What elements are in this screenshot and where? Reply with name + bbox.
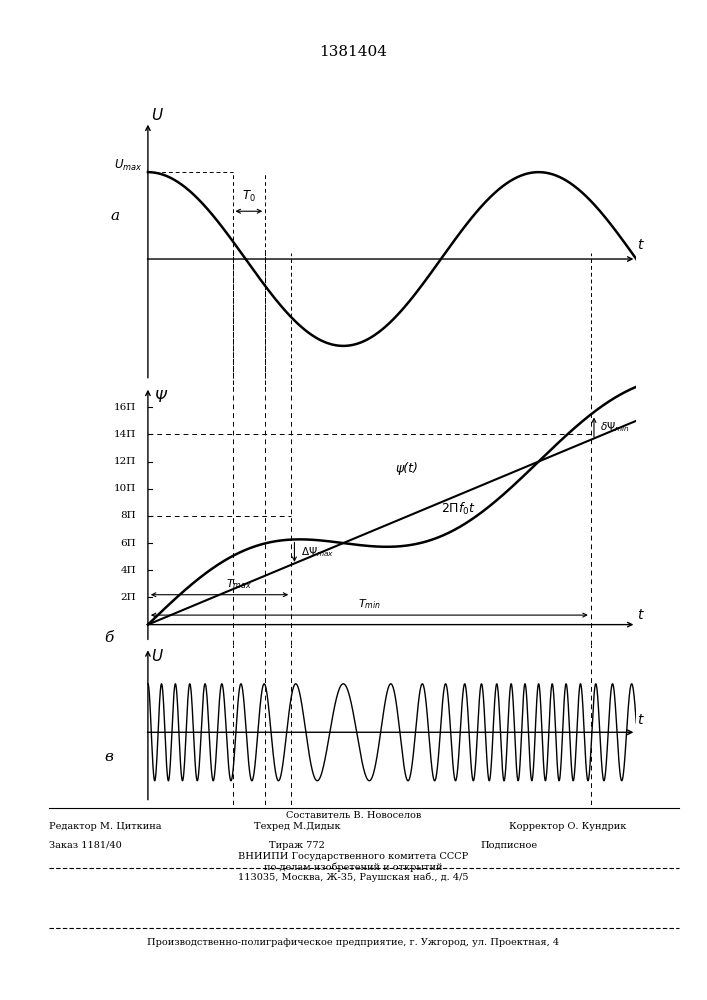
- Text: 14П: 14П: [114, 430, 136, 439]
- Text: t: t: [638, 238, 643, 252]
- Text: б: б: [104, 631, 113, 645]
- Text: 1381404: 1381404: [320, 45, 387, 59]
- Text: по делам изобретений и открытий: по делам изобретений и открытий: [264, 862, 443, 871]
- Text: a: a: [111, 209, 120, 223]
- Text: Составитель В. Новоселов: Составитель В. Новоселов: [286, 811, 421, 820]
- Text: $T_{min}$: $T_{min}$: [358, 597, 381, 611]
- Text: Подписное: Подписное: [481, 841, 538, 850]
- Text: t: t: [638, 713, 643, 727]
- Text: $\Delta\Psi_{max}$: $\Delta\Psi_{max}$: [301, 545, 334, 559]
- Text: Ψ: Ψ: [154, 390, 166, 405]
- Text: 10П: 10П: [114, 484, 136, 493]
- Text: Тираж 772: Тираж 772: [269, 841, 325, 850]
- Text: $T_0$: $T_0$: [242, 189, 256, 204]
- Text: Техред М.Дидык: Техред М.Дидык: [254, 822, 340, 831]
- Text: Заказ 1181/40: Заказ 1181/40: [49, 841, 122, 850]
- Text: 4П: 4П: [121, 566, 136, 575]
- Text: $2\Pi f_0 t$: $2\Pi f_0 t$: [441, 501, 476, 517]
- Text: 2П: 2П: [121, 593, 136, 602]
- Text: 113035, Москва, Ж-35, Раушская наб., д. 4/5: 113035, Москва, Ж-35, Раушская наб., д. …: [238, 872, 469, 882]
- Text: 8П: 8П: [121, 511, 136, 520]
- Text: ВНИИПИ Государственного комитета СССР: ВНИИПИ Государственного комитета СССР: [238, 852, 469, 861]
- Text: U: U: [151, 649, 163, 664]
- Text: Редактор М. Циткина: Редактор М. Циткина: [49, 822, 162, 831]
- Text: 12П: 12П: [114, 457, 136, 466]
- Text: ψ(t): ψ(t): [395, 462, 419, 475]
- Text: $U_{max}$: $U_{max}$: [114, 158, 143, 173]
- Text: Производственно-полиграфическое предприятие, г. Ужгород, ул. Проектная, 4: Производственно-полиграфическое предприя…: [148, 938, 559, 947]
- Text: t: t: [638, 608, 643, 622]
- Text: $T_{max}$: $T_{max}$: [226, 577, 252, 591]
- Text: 6П: 6П: [121, 539, 136, 548]
- Text: в: в: [105, 750, 113, 764]
- Text: $\delta\Psi_{min}$: $\delta\Psi_{min}$: [600, 420, 631, 434]
- Text: Корректор О. Кундрик: Корректор О. Кундрик: [509, 822, 626, 831]
- Text: 16П: 16П: [114, 403, 136, 412]
- Text: U: U: [151, 108, 163, 123]
